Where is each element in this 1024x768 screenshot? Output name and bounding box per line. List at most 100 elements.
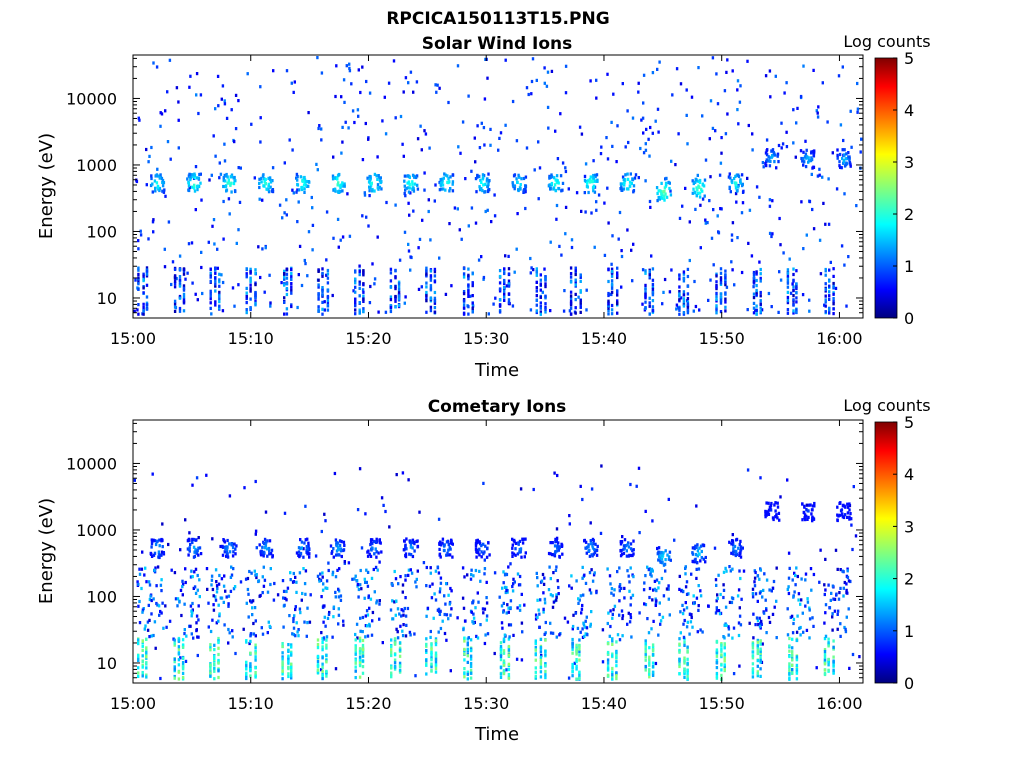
heatmap-cell (839, 123, 843, 127)
heatmap-cell (304, 569, 308, 573)
heatmap-cell (290, 282, 293, 286)
heatmap-cell (214, 598, 218, 602)
heatmap-cell (765, 149, 768, 153)
heatmap-cell (686, 300, 690, 304)
heatmap-cell (621, 634, 624, 638)
heatmap-cell (209, 294, 212, 298)
heatmap-cell (331, 550, 334, 554)
heatmap-cell (667, 584, 670, 588)
heatmap-cell (457, 145, 460, 149)
heatmap-cell (646, 565, 649, 569)
heatmap-cell (785, 130, 788, 134)
heatmap-cell (662, 290, 665, 294)
colorbar-tick-label: 2 (904, 205, 914, 224)
heatmap-cell (161, 522, 164, 526)
heatmap-cell (756, 599, 759, 603)
heatmap-cell (752, 280, 756, 284)
heatmap-cell (847, 579, 851, 583)
heatmap-cell (651, 648, 655, 652)
heatmap-cell (832, 267, 835, 271)
heatmap-cell (578, 658, 581, 662)
heatmap-cell (222, 600, 225, 604)
heatmap-cell (503, 298, 506, 302)
heatmap-cell (795, 308, 798, 312)
heatmap-cell (838, 513, 842, 517)
heatmap-cell (846, 511, 850, 515)
heatmap-cell (213, 669, 216, 673)
heatmap-cell (178, 267, 182, 271)
heatmap-cell (498, 269, 502, 273)
heatmap-cell (134, 278, 137, 282)
heatmap-cell (611, 654, 614, 658)
heatmap-cell (515, 177, 518, 181)
heatmap-cell (829, 260, 832, 264)
heatmap-cell (584, 619, 587, 623)
heatmap-cell (765, 164, 768, 168)
heatmap-cell (211, 618, 214, 622)
heatmap-cell (364, 512, 367, 516)
heatmap-cell (591, 579, 595, 583)
heatmap-cell (470, 169, 473, 173)
heatmap-cell (214, 107, 217, 111)
heatmap-cell (365, 624, 369, 628)
heatmap-cell (786, 276, 790, 280)
heatmap-cell (208, 178, 211, 182)
heatmap-cell (561, 188, 564, 192)
heatmap-cell (466, 677, 469, 681)
heatmap-cell (584, 162, 588, 166)
heatmap-cell (145, 661, 148, 665)
heatmap-cell (332, 188, 335, 192)
heatmap-cell (325, 579, 329, 583)
heatmap-cell (147, 160, 150, 164)
heatmap-cell (147, 580, 151, 584)
heatmap-cell (792, 141, 795, 145)
heatmap-cell (503, 289, 506, 293)
heatmap-cell (328, 610, 331, 615)
heatmap-cell (746, 176, 749, 180)
heatmap-cell (625, 187, 629, 191)
heatmap-cell (777, 143, 781, 148)
heatmap-cell (188, 172, 191, 176)
heatmap-cell (304, 262, 307, 266)
heatmap-cell (321, 571, 324, 575)
heatmap-cell (252, 632, 256, 636)
heatmap-cell (662, 195, 666, 199)
heatmap-cell (768, 69, 772, 73)
heatmap-cell (326, 586, 329, 590)
heatmap-cell (376, 183, 380, 187)
heatmap-cell (494, 296, 497, 300)
heatmap-cell (469, 671, 473, 675)
heatmap-cell (521, 541, 525, 545)
heatmap-cell (761, 642, 764, 646)
heatmap-cell (493, 193, 496, 197)
heatmap-cell (694, 553, 698, 557)
heatmap-cell (691, 625, 694, 629)
heatmap-cell (395, 627, 398, 631)
heatmap-cell (287, 654, 290, 658)
heatmap-cell (326, 268, 330, 273)
heatmap-cell (788, 654, 791, 659)
heatmap-cell (627, 545, 631, 549)
heatmap-cell (841, 156, 844, 161)
heatmap-cell (303, 178, 307, 182)
heatmap-cell (376, 186, 379, 190)
heatmap-cell (366, 570, 370, 574)
heatmap-cell (589, 624, 592, 628)
colorbar-tick-label: 1 (904, 622, 914, 641)
heatmap-cell (358, 280, 361, 284)
heatmap-cell (507, 673, 511, 677)
heatmap-cell (824, 282, 827, 286)
heatmap-cell (824, 611, 827, 615)
heatmap-cell (406, 606, 410, 611)
heatmap-cell (392, 59, 396, 63)
heatmap-cell (477, 600, 480, 604)
heatmap-cell (638, 531, 641, 535)
heatmap-cell (638, 611, 641, 615)
heatmap-cell (317, 278, 320, 282)
heatmap-cell (137, 268, 140, 272)
heatmap-cell (264, 246, 267, 250)
heatmap-cell (543, 597, 547, 601)
heatmap-cell (344, 120, 347, 124)
heatmap-cell (607, 299, 610, 303)
heatmap-cell (658, 601, 661, 605)
